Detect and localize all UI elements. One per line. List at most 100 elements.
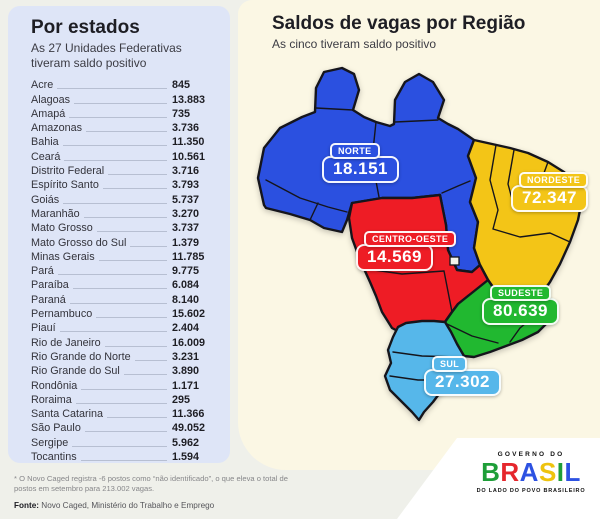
states-panel-title: Por estados — [31, 17, 140, 38]
state-name: Alagoas — [31, 93, 71, 106]
leader-line — [81, 388, 167, 390]
region-label-sul: SUL 27.302 — [424, 356, 501, 396]
footnote-line2: postos em setembro para 213.002 vagas. — [14, 484, 155, 493]
states-panel-subtitle: As 27 Unidades Federativas tiveram saldo… — [31, 41, 182, 70]
state-row: Rio Grande do Norte 3.231 — [31, 350, 218, 364]
state-value: 735 — [172, 107, 191, 120]
state-row: Acre 845 — [31, 78, 218, 92]
leader-line — [123, 374, 167, 376]
state-row: Rio Grande do Sul 3.890 — [31, 364, 218, 378]
state-row: Mato Grosso 3.737 — [31, 221, 218, 235]
source-label: Fonte: — [14, 501, 40, 510]
state-name: Paraíba — [31, 279, 69, 292]
state-name: Espírito Santo — [31, 179, 99, 192]
state-row: Minas Gerais 11.785 — [31, 250, 218, 264]
state-value: 845 — [172, 79, 191, 92]
states-panel: Por estados As 27 Unidades Federativas t… — [8, 6, 230, 463]
leader-line — [69, 116, 167, 118]
leader-line — [75, 402, 167, 404]
state-name: Rio Grande do Sul — [31, 365, 120, 378]
state-row: Ceará 10.561 — [31, 149, 218, 163]
region-name-pill: SUDESTE — [490, 285, 552, 301]
region-value-pill: 72.347 — [511, 185, 588, 212]
state-value: 11.350 — [172, 136, 205, 149]
state-value: 3.716 — [172, 165, 200, 178]
state-name: Amapá — [31, 107, 66, 120]
leader-line — [69, 302, 167, 304]
logo-letter: I — [556, 457, 565, 487]
leader-line — [72, 445, 167, 447]
leader-line — [63, 202, 167, 204]
state-row: Santa Catarina 11.366 — [31, 407, 218, 421]
state-row: Amapá 735 — [31, 107, 218, 121]
state-row: Piauí 2.404 — [31, 321, 218, 335]
state-row: Distrito Federal 3.716 — [31, 164, 218, 178]
state-name: Rio Grande do Norte — [31, 350, 131, 363]
leader-line — [59, 331, 167, 333]
state-name: Pernambuco — [31, 308, 93, 321]
leader-line — [80, 460, 167, 462]
state-value: 3.737 — [172, 222, 200, 235]
state-value: 1.379 — [172, 236, 200, 249]
state-row: Goiás 5.737 — [31, 192, 218, 206]
state-row: Paraíba 6.084 — [31, 278, 218, 292]
leader-line — [104, 345, 167, 347]
state-name: Roraima — [31, 393, 72, 406]
state-value: 11.785 — [172, 250, 205, 263]
leader-line — [57, 274, 167, 276]
state-row: Alagoas 13.883 — [31, 92, 218, 106]
state-name: Pará — [31, 265, 54, 278]
state-value: 8.140 — [172, 293, 200, 306]
state-name: Santa Catarina — [31, 408, 104, 421]
footnote-line1: * O Novo Caged registra -6 postos como “… — [14, 474, 288, 483]
state-value: 6.084 — [172, 279, 200, 292]
state-row: Roraima 295 — [31, 393, 218, 407]
state-name: Mato Grosso do Sul — [31, 236, 127, 249]
state-name: Amazonas — [31, 122, 83, 135]
state-row: Rio de Janeiro 16.009 — [31, 335, 218, 349]
state-row: Pernambuco 15.602 — [31, 307, 218, 321]
region-value-pill: 18.151 — [322, 156, 399, 183]
logo-governo-do: GOVERNO DO — [497, 451, 565, 458]
leader-line — [134, 359, 167, 361]
logo-letter: S — [538, 457, 557, 487]
state-row: Paraná 8.140 — [31, 292, 218, 306]
leader-line — [98, 259, 167, 261]
state-name: Acre — [31, 79, 54, 92]
state-value: 3.270 — [172, 207, 200, 220]
state-value: 3.231 — [172, 350, 200, 363]
region-value-pill: 14.569 — [356, 244, 433, 271]
leader-line — [62, 145, 167, 147]
state-name: São Paulo — [31, 422, 81, 435]
state-name: Goiás — [31, 193, 60, 206]
state-name: Minas Gerais — [31, 250, 95, 263]
leader-line — [74, 102, 167, 104]
state-value: 1.171 — [172, 379, 200, 392]
region-value-pill: 27.302 — [424, 369, 501, 396]
state-name: Mato Grosso — [31, 222, 93, 235]
logo-brasil-wordmark: BRASIL — [470, 459, 592, 486]
regions-panel-title: Saldos de vagas por Região — [272, 13, 526, 34]
leader-line — [86, 131, 167, 133]
state-row: Pará 9.775 — [31, 264, 218, 278]
state-value: 16.009 — [172, 336, 206, 349]
region-name-pill: CENTRO-OESTE — [364, 231, 457, 247]
state-value: 11.366 — [172, 408, 205, 421]
state-list: Acre 845 Alagoas 13.883 Amapá 735 Amazonas 3.73… — [31, 78, 218, 464]
state-row: Espírito Santo 3.793 — [31, 178, 218, 192]
region-label-nordeste: NORDESTE 72.347 — [511, 172, 589, 212]
logo-letter: A — [519, 457, 539, 487]
logo-letter: R — [500, 457, 520, 487]
regions-panel-subtitle: As cinco tiveram saldo positivo — [272, 37, 437, 51]
leader-line — [107, 417, 167, 419]
state-name: Piauí — [31, 322, 56, 335]
state-value: 1.594 — [172, 451, 200, 464]
leader-line — [96, 317, 167, 319]
region-label-norte: NORTE 18.151 — [322, 143, 399, 183]
leader-line — [57, 88, 167, 90]
region-value-pill: 80.639 — [482, 298, 559, 325]
state-row: Bahia 11.350 — [31, 135, 218, 149]
state-value: 5.737 — [172, 193, 200, 206]
state-row: Sergipe 5.962 — [31, 435, 218, 449]
logo-tagline: DO LADO DO POVO BRASILEIRO — [476, 488, 586, 494]
